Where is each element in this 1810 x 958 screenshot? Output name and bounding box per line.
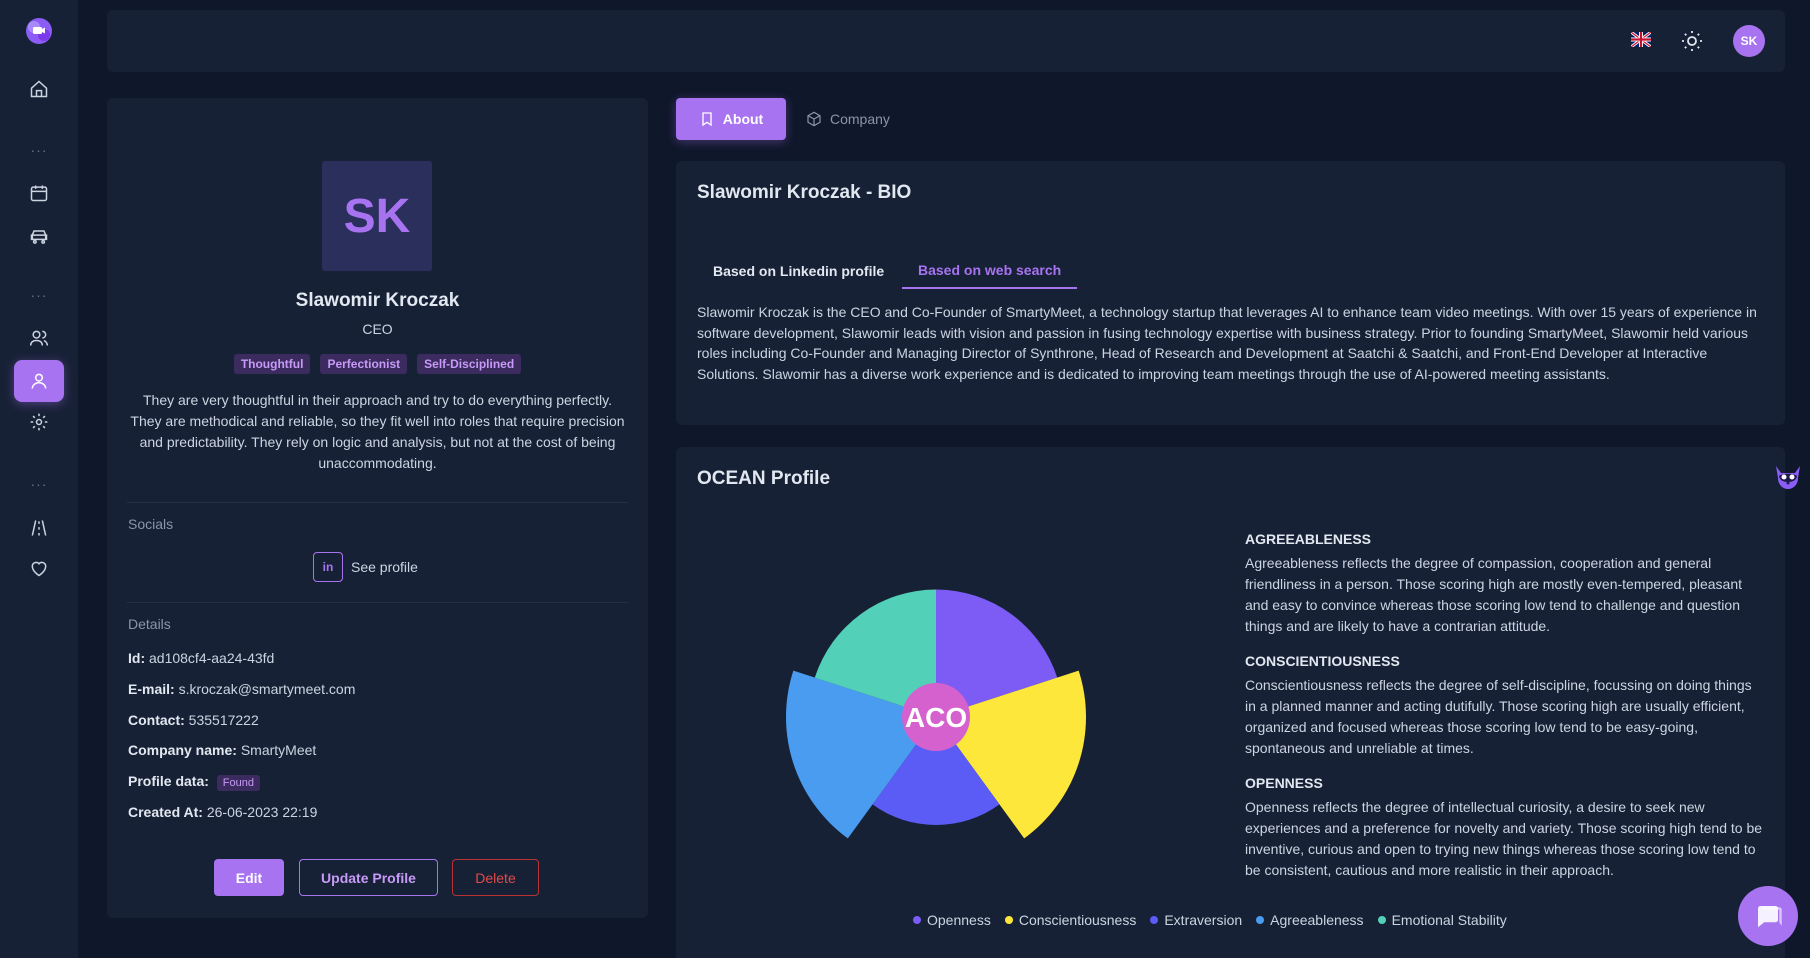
see-profile-label: See profile [351, 559, 418, 575]
profile-name: Slawomir Kroczak [295, 290, 460, 311]
legend-dot [1377, 916, 1386, 924]
sidebar-separator: ··· [30, 476, 48, 492]
legend-label: Emotional Stability [1391, 912, 1507, 928]
sidebar-separator: ··· [30, 287, 48, 303]
divider [127, 502, 628, 503]
legend-label: Agreeableness [1270, 912, 1364, 928]
divider [127, 602, 628, 603]
legend-dot [1150, 916, 1159, 924]
settings-icon [30, 413, 48, 431]
legend-label: Conscientiousness [1018, 912, 1137, 928]
chart-slice-conscientiousness[interactable] [936, 670, 1086, 839]
chart-center-circle [902, 683, 970, 751]
bio-title: Slawomir Kroczak - BIO [697, 182, 912, 203]
detail-contact: Contact: 535517222 [128, 712, 259, 728]
trait-tag: Perfectionist [320, 354, 408, 374]
chart-slice-openness[interactable] [936, 589, 1058, 718]
linkedin-link[interactable]: in See profile [313, 552, 418, 582]
home-icon [30, 80, 48, 98]
sidebar-item-profile[interactable] [14, 360, 64, 402]
bio-card: Slawomir Kroczak - BIO Based on Linkedin… [676, 161, 1785, 425]
detail-company: Company name: SmartyMeet [128, 742, 317, 758]
ocean-chart: ACO [786, 589, 1086, 839]
legend-item[interactable]: Extraversion [1150, 912, 1242, 928]
sidebar-item-settings[interactable] [14, 401, 64, 443]
legend-label: Openness [927, 912, 991, 928]
calendar-icon [30, 185, 48, 202]
ocean-title: OCEAN Profile [697, 468, 831, 489]
user-icon [31, 373, 47, 389]
tab-web-search[interactable]: Based on web search [902, 253, 1078, 289]
sidebar-item-calendar[interactable] [14, 172, 64, 214]
linkedin-icon: in [313, 552, 343, 582]
uk-flag-icon[interactable] [1631, 32, 1651, 47]
trait-openness: OPENNESS Openness reflects the degree of… [1245, 775, 1763, 878]
chart-center-label: ACO [905, 702, 967, 733]
legend-item[interactable]: Emotional Stability [1377, 912, 1507, 928]
chat-icon [1758, 906, 1782, 928]
sidebar-separator: ··· [30, 142, 48, 158]
detail-id: Id: ad108cf4-aa24-43fd [128, 650, 275, 666]
heart-icon [31, 561, 47, 577]
legend-label: Extraversion [1164, 912, 1243, 928]
legend-dot [913, 916, 921, 924]
sidebar-item-users[interactable] [14, 317, 64, 359]
chart-slice-agreeableness[interactable] [786, 670, 936, 839]
profile-card: SK Slawomir Kroczak CEO Thoughtful Perfe… [107, 98, 648, 918]
sidebar-item-home[interactable] [14, 68, 64, 110]
chart-legend: Openness Conscientiousness Extraversion Agr… [913, 912, 1507, 928]
details-label: Details [128, 616, 171, 632]
sidebar-item-car[interactable] [14, 215, 64, 257]
ocean-card: OCEAN Profile ACO AGREEABLENESS Agreeabl… [676, 447, 1785, 958]
car-icon [30, 230, 48, 244]
tab-about[interactable]: About [676, 98, 786, 140]
legend-item[interactable]: Agreeableness [1256, 912, 1364, 928]
delete-button[interactable]: Delete [452, 859, 539, 896]
top-bar: SK [107, 10, 1785, 72]
tab-linkedin[interactable]: Based on Linkedin profile [713, 263, 885, 279]
bio-text: Slawomir Kroczak is the CEO and Co-Found… [697, 304, 1757, 382]
detail-profile-data: Profile data: Found [128, 773, 260, 791]
edit-button[interactable]: Edit [214, 859, 284, 896]
detail-created: Created At: 26-06-2023 22:19 [128, 804, 318, 820]
legend-item[interactable]: Openness [913, 912, 991, 928]
sidebar: ··· ··· ··· [0, 0, 78, 958]
chart-slice-emotional-stability[interactable] [814, 589, 936, 718]
sidebar-item-favorites[interactable] [14, 547, 64, 589]
raccoon-mascot-icon[interactable] [1772, 462, 1804, 492]
socials-label: Socials [128, 516, 174, 532]
box-icon [807, 111, 821, 127]
users-icon [29, 330, 49, 346]
trait-conscientiousness: CONSCIENTIOUSNESS Conscientiousness refl… [1245, 653, 1752, 756]
tab-company[interactable]: Company [806, 98, 890, 140]
bookmark-icon [702, 112, 712, 127]
trait-tag: Self-Disciplined [417, 354, 522, 374]
chart-slice-extraversion[interactable] [872, 717, 1000, 825]
chat-button[interactable] [1738, 886, 1798, 946]
sun-icon[interactable] [1680, 29, 1704, 53]
trait-agreeableness: AGREEABLENESS Agreeableness reflects the… [1245, 531, 1743, 634]
legend-dot [1004, 916, 1013, 924]
app-logo[interactable] [24, 16, 54, 46]
road-icon [31, 520, 47, 536]
legend-dot [1256, 916, 1265, 924]
user-avatar[interactable]: SK [1733, 25, 1765, 57]
legend-item[interactable]: Conscientiousness [1004, 912, 1137, 928]
trait-tags: Thoughtful Perfectionist Self-Discipline… [107, 354, 648, 374]
detail-email: E-mail: s.kroczak@smartymeet.com [128, 681, 356, 697]
status-badge: Found [216, 775, 260, 791]
update-profile-button[interactable]: Update Profile [299, 859, 438, 896]
trait-tag: Thoughtful [233, 354, 311, 374]
sidebar-item-road[interactable] [14, 507, 64, 549]
profile-description: They are very thoughtful in their approa… [130, 392, 625, 471]
profile-role: CEO [362, 321, 393, 337]
profile-avatar: SK [322, 161, 432, 271]
